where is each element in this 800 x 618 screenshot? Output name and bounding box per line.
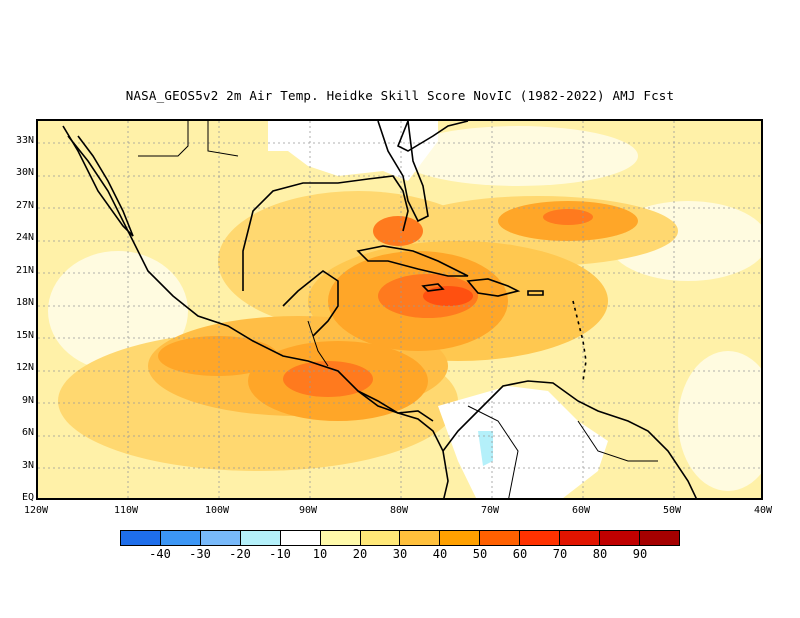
colorbar-label: -10: [269, 547, 291, 561]
colorbar-swatch: [240, 531, 281, 545]
colorbar-label: -40: [149, 547, 171, 561]
lat-label: 18N: [15, 297, 34, 308]
lat-label: 33N: [15, 135, 34, 146]
colorbar-label: 40: [432, 547, 448, 561]
colorbar-swatch: [160, 531, 201, 545]
lat-label: 21N: [15, 265, 34, 276]
colorbar-label: 30: [392, 547, 408, 561]
colorbar-swatch: [400, 531, 441, 545]
colorbar-label: 10: [312, 547, 328, 561]
colorbar-swatch: [360, 531, 401, 545]
colorbar-label: 50: [472, 547, 488, 561]
lat-label: 9N: [21, 395, 34, 406]
lon-label: 40W: [753, 505, 773, 516]
colorbar-label: 20: [352, 547, 368, 561]
map-title: NASA_GEOS5v2 2m Air Temp. Heidke Skill S…: [125, 88, 675, 103]
coastline: [62, 121, 697, 498]
colorbar-swatch: [639, 531, 679, 545]
lat-label: 27N: [15, 200, 34, 211]
colorbar-swatch: [480, 531, 521, 545]
colorbar-swatch: [520, 531, 561, 545]
lat-label: 12N: [15, 362, 34, 373]
colorbar-swatch: [560, 531, 601, 545]
lon-label: 50W: [662, 505, 682, 516]
colorbar-label: -20: [229, 547, 251, 561]
colorbar-swatch: [121, 531, 161, 545]
colorbar-label: 90: [632, 547, 648, 561]
lon-label: 70W: [480, 505, 500, 516]
colorbar-label: 80: [592, 547, 608, 561]
colorbar-swatch: [280, 531, 321, 545]
skill-score-map: [36, 119, 763, 500]
colorbar-swatch: [200, 531, 241, 545]
lat-label: 3N: [21, 460, 34, 471]
map-canvas: [38, 121, 761, 498]
lon-label: 60W: [571, 505, 591, 516]
colorbar-swatch: [320, 531, 361, 545]
colorbar-swatch: [440, 531, 481, 545]
lat-label: 6N: [21, 427, 34, 438]
colorbar-swatch: [600, 531, 640, 545]
lat-label: 15N: [15, 330, 34, 341]
colorbar-label: 70: [552, 547, 568, 561]
colorbar-label: 60: [512, 547, 528, 561]
lon-label: 90W: [298, 505, 318, 516]
colorbar-label: -30: [189, 547, 211, 561]
lon-label: 80W: [389, 505, 409, 516]
lat-label: EQ: [21, 492, 34, 503]
lon-label: 120W: [23, 505, 49, 516]
lat-label: 24N: [15, 232, 34, 243]
lon-label: 110W: [113, 505, 139, 516]
lon-label: 100W: [204, 505, 230, 516]
colorbar: [120, 530, 680, 546]
lat-label: 30N: [15, 167, 34, 178]
